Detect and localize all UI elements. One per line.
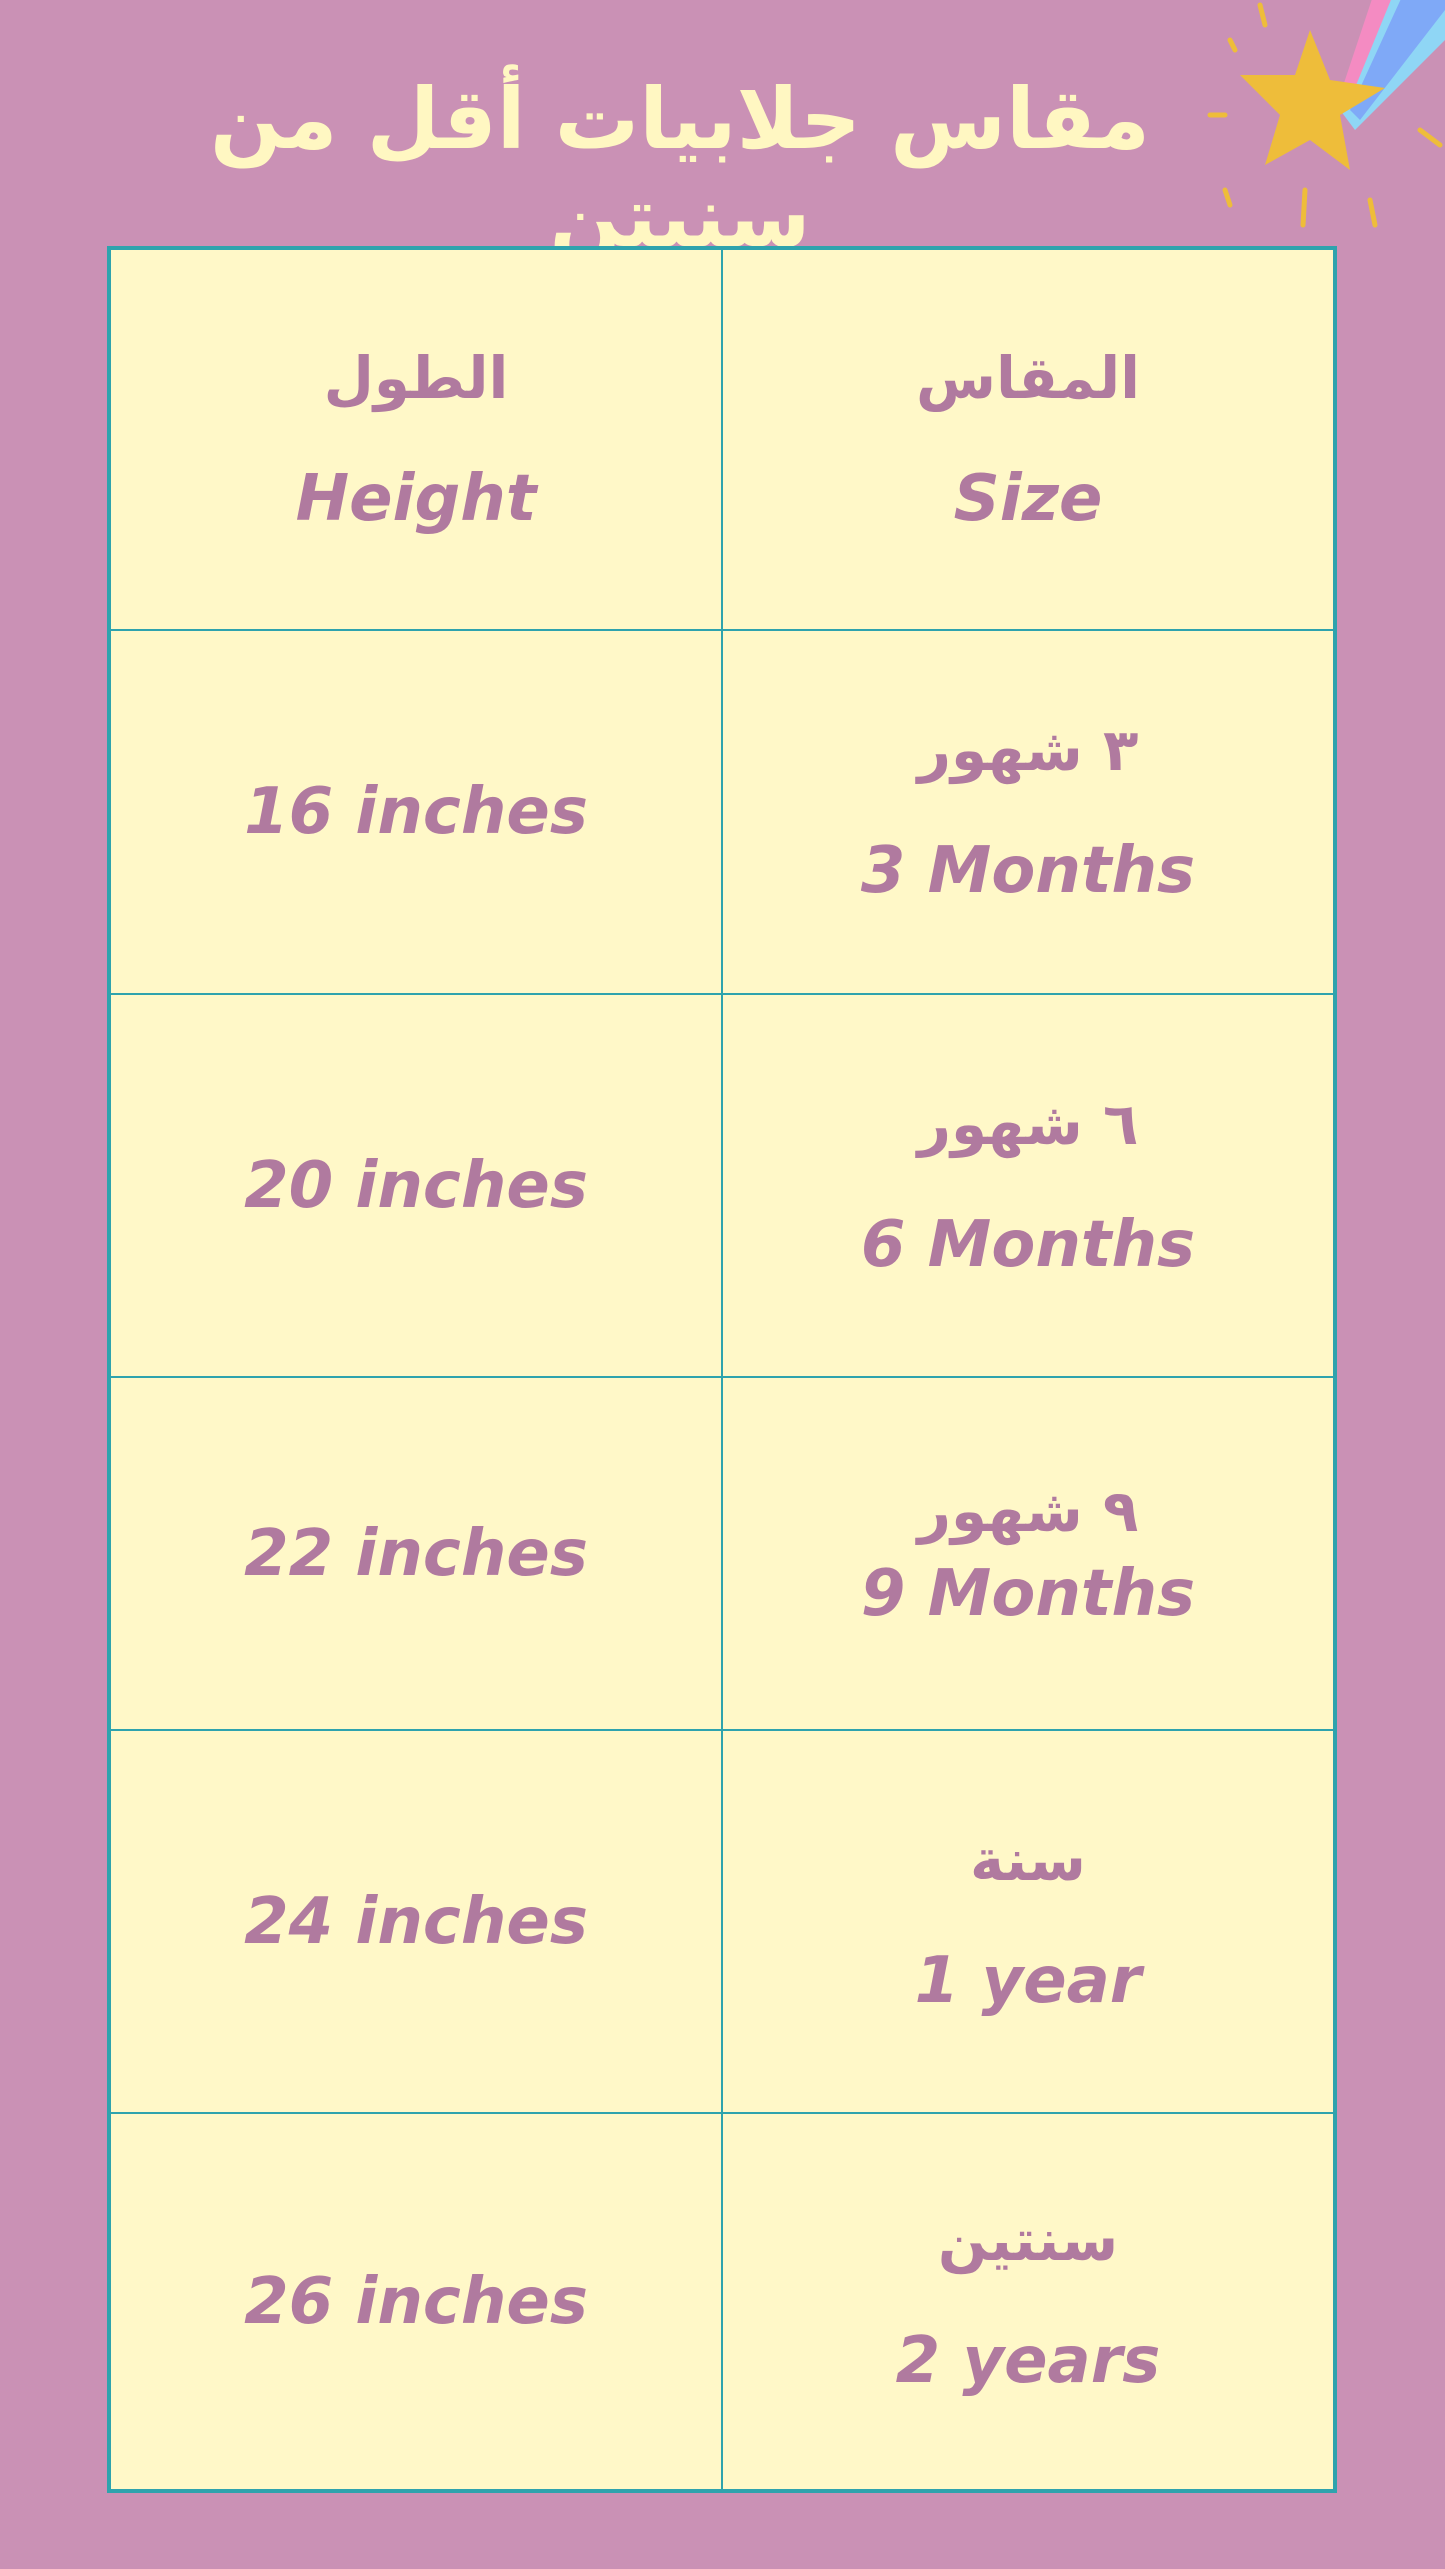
shooting-star-icon: [1207, 0, 1445, 228]
header-size: المقاس Size: [722, 249, 1334, 630]
size-ar: ٩ شهور: [917, 1476, 1139, 1545]
size-cell: ٩ شهور 9 Months: [722, 1377, 1334, 1730]
size-cell: سنتين 2 years: [722, 2113, 1334, 2490]
header-height-en: Height: [295, 461, 537, 536]
size-en: 9 Months: [860, 1556, 1196, 1631]
height-cell: 20 inches: [110, 994, 722, 1377]
size-en: 6 Months: [860, 1207, 1196, 1282]
size-ar: سنة: [970, 1825, 1086, 1894]
size-en: 1 year: [914, 1943, 1142, 2018]
height-cell: 26 inches: [110, 2113, 722, 2490]
size-en: 3 Months: [860, 834, 1196, 908]
size-ar: ٣ شهور: [917, 716, 1139, 784]
size-chart-table: الطول Height المقاس Size 16 inches ٣ شهو…: [107, 246, 1337, 2493]
height-value: 24 inches: [244, 1884, 588, 1959]
height-value: 26 inches: [244, 2264, 588, 2339]
header-size-en: Size: [953, 461, 1103, 536]
size-cell: سنة 1 year: [722, 1730, 1334, 2113]
header-height: الطول Height: [110, 249, 722, 630]
header-size-ar: المقاس: [915, 343, 1141, 412]
size-cell: ٦ شهور 6 Months: [722, 994, 1334, 1377]
page-title: مقاس جلابيات أقل من سنيتن: [209, 70, 1151, 266]
height-value: 22 inches: [244, 1516, 588, 1591]
height-value: 20 inches: [244, 1148, 588, 1223]
height-cell: 16 inches: [110, 630, 722, 994]
height-value: 16 inches: [244, 775, 588, 849]
header-height-ar: الطول: [323, 343, 509, 412]
height-cell: 22 inches: [110, 1377, 722, 1730]
size-ar: ٦ شهور: [917, 1089, 1139, 1158]
size-en: 2 years: [895, 2323, 1161, 2398]
size-cell: ٣ شهور 3 Months: [722, 630, 1334, 994]
height-cell: 24 inches: [110, 1730, 722, 2113]
size-ar: سنتين: [937, 2205, 1119, 2274]
